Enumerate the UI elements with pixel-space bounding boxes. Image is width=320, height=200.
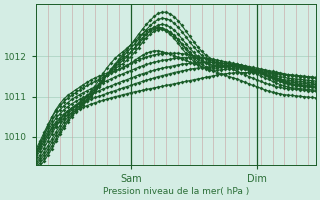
X-axis label: Pression niveau de la mer( hPa ): Pression niveau de la mer( hPa ) [103, 187, 249, 196]
